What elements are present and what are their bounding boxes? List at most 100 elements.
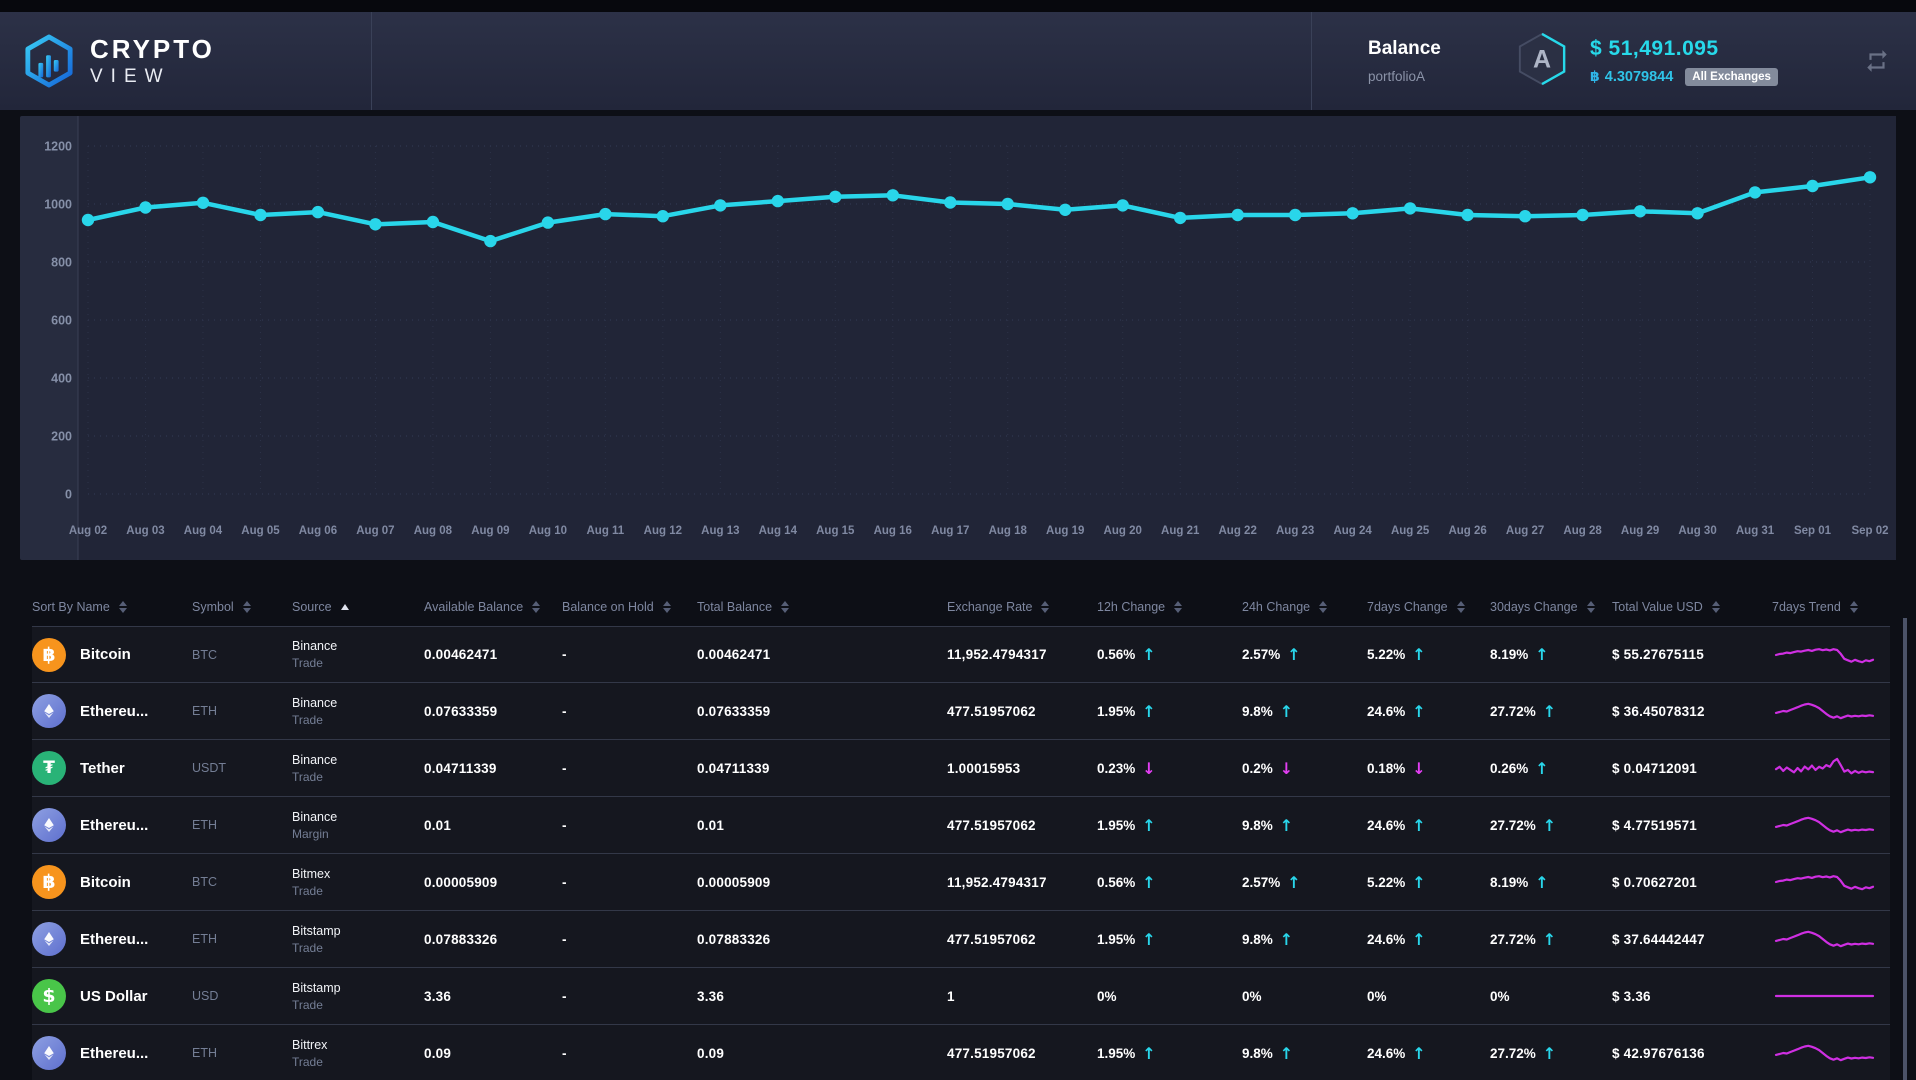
source-account: Trade [292, 884, 424, 898]
column-header-source[interactable]: Source [292, 600, 424, 614]
svg-text:Sep 01: Sep 01 [1794, 525, 1832, 537]
portfolio-badge[interactable]: A [1516, 31, 1568, 92]
eth-icon [32, 922, 66, 956]
column-header-7days-trend[interactable]: 7days Trend [1772, 600, 1890, 614]
column-header-exchange-rate[interactable]: Exchange Rate [947, 600, 1097, 614]
table-row[interactable]: Ethereu...ETHBitstampTrade0.07883326-0.0… [32, 911, 1890, 968]
scrollbar-thumb[interactable] [1903, 618, 1907, 1080]
balance-amounts: $ 51,491.095 ฿ 4.3079844 All Exchanges [1590, 37, 1826, 86]
coin-name: Bitcoin [80, 874, 192, 891]
change-12h: 1.95%↑ [1097, 816, 1242, 835]
column-header-7days-change[interactable]: 7days Change [1367, 600, 1490, 614]
change-value: 0.23% [1097, 761, 1135, 776]
btc-icon: ฿ [32, 865, 66, 899]
change-12h: 1.95%↑ [1097, 702, 1242, 721]
source-cell: BittrexTrade [292, 1038, 424, 1069]
balance-btc-row: ฿ 4.3079844 All Exchanges [1590, 68, 1826, 86]
source-cell: BitmexTrade [292, 867, 424, 898]
change-12h: 1.95%↑ [1097, 1044, 1242, 1063]
arrow-down-icon: ↓ [1412, 759, 1425, 778]
coin-name: Ethereu... [80, 703, 192, 720]
arrow-up-icon: ↑ [1142, 873, 1155, 892]
sort-icon [781, 601, 789, 613]
exchange-rate: 477.51957062 [947, 818, 1097, 833]
column-header-24h-change[interactable]: 24h Change [1242, 600, 1367, 614]
svg-text:200: 200 [51, 430, 72, 444]
eth-icon [32, 808, 66, 842]
table-row[interactable]: Ethereu...ETHBittrexTrade0.09-0.09477.51… [32, 1025, 1890, 1080]
column-header-balance-on-hold[interactable]: Balance on Hold [562, 600, 697, 614]
svg-text:Aug 05: Aug 05 [241, 525, 280, 537]
change-value: 0.2% [1242, 761, 1273, 776]
balance-on-hold: - [562, 704, 697, 719]
table-row[interactable]: $US DollarUSDBitstampTrade3.36-3.3610%0%… [32, 968, 1890, 1025]
change-7days: 5.22%↑ [1367, 873, 1490, 892]
sort-icon [663, 601, 671, 613]
table-row[interactable]: Ethereu...ETHBinanceTrade0.07633359-0.07… [32, 683, 1890, 740]
change-24h: 2.57%↑ [1242, 645, 1367, 664]
available-balance: 0.07633359 [424, 704, 562, 719]
svg-text:Aug 25: Aug 25 [1391, 525, 1430, 537]
change-7days: 24.6%↑ [1367, 816, 1490, 835]
table-row[interactable]: ฿BitcoinBTCBitmexTrade0.00005909-0.00005… [32, 854, 1890, 911]
column-header-30days-change[interactable]: 30days Change [1490, 600, 1612, 614]
logo[interactable]: CRYPTO VIEW [0, 12, 372, 110]
table-row[interactable]: Ethereu...ETHBinanceMargin0.01-0.01477.5… [32, 797, 1890, 854]
svg-text:Aug 28: Aug 28 [1563, 525, 1602, 537]
trend-sparkline [1772, 695, 1890, 727]
column-header-symbol[interactable]: Symbol [192, 600, 292, 614]
source-exchange: Bitstamp [292, 981, 424, 995]
arrow-up-icon: ↑ [1280, 702, 1293, 721]
change-30days: 27.72%↑ [1490, 816, 1612, 835]
change-7days: 24.6%↑ [1367, 702, 1490, 721]
sort-icon [243, 601, 251, 613]
svg-text:Aug 31: Aug 31 [1736, 525, 1775, 537]
source-cell: BitstampTrade [292, 981, 424, 1012]
exchange-rate: 477.51957062 [947, 932, 1097, 947]
table-row[interactable]: ฿BitcoinBTCBinanceTrade0.00462471-0.0046… [32, 626, 1890, 683]
trend-sparkline [1772, 809, 1890, 841]
source-account: Trade [292, 713, 424, 727]
change-value: 5.22% [1367, 647, 1405, 662]
source-exchange: Binance [292, 810, 424, 824]
coin-symbol: BTC [192, 875, 292, 889]
arrow-up-icon: ↑ [1535, 873, 1548, 892]
source-exchange: Binance [292, 639, 424, 653]
arrow-up-icon: ↑ [1142, 702, 1155, 721]
source-cell: BinanceTrade [292, 753, 424, 784]
change-value: 0% [1097, 989, 1117, 1004]
source-account: Margin [292, 827, 424, 841]
arrow-up-icon: ↑ [1543, 816, 1556, 835]
column-header-total-balance[interactable]: Total Balance [697, 600, 947, 614]
column-header-sort-by-name[interactable]: Sort By Name [32, 600, 192, 614]
svg-text:Aug 27: Aug 27 [1506, 525, 1544, 537]
arrow-up-icon: ↑ [1412, 930, 1425, 949]
change-30days: 27.72%↑ [1490, 930, 1612, 949]
eth-icon [32, 694, 66, 728]
scrollbar-track[interactable] [1903, 618, 1907, 1080]
change-12h: 0.56%↑ [1097, 873, 1242, 892]
repeat-icon[interactable] [1864, 48, 1890, 74]
arrow-up-icon: ↑ [1142, 1044, 1155, 1063]
balance-on-hold: - [562, 818, 697, 833]
arrow-up-icon: ↑ [1412, 702, 1425, 721]
table-row[interactable]: ₮TetherUSDTBinanceTrade0.04711339-0.0471… [32, 740, 1890, 797]
portfolio-name[interactable]: portfolioA [1368, 69, 1516, 84]
svg-text:Aug 02: Aug 02 [69, 525, 107, 537]
column-header-12h-change[interactable]: 12h Change [1097, 600, 1242, 614]
logo-text-crypto: CRYPTO [90, 34, 215, 65]
arrow-up-icon: ↑ [1535, 759, 1548, 778]
column-header-total-value-usd[interactable]: Total Value USD [1612, 600, 1772, 614]
coin-name: US Dollar [80, 988, 192, 1005]
sort-icon [1850, 601, 1858, 613]
svg-text:Aug 19: Aug 19 [1046, 525, 1084, 537]
btc-icon: ฿ [32, 638, 66, 672]
table-body: ฿BitcoinBTCBinanceTrade0.00462471-0.0046… [32, 626, 1890, 1080]
column-label: Total Value USD [1612, 600, 1703, 614]
column-header-available-balance[interactable]: Available Balance [424, 600, 562, 614]
arrow-up-icon: ↑ [1280, 816, 1293, 835]
all-exchanges-badge[interactable]: All Exchanges [1685, 68, 1778, 86]
change-24h: 2.57%↑ [1242, 873, 1367, 892]
coin-icon-cell [32, 922, 80, 956]
change-value: 24.6% [1367, 818, 1405, 833]
